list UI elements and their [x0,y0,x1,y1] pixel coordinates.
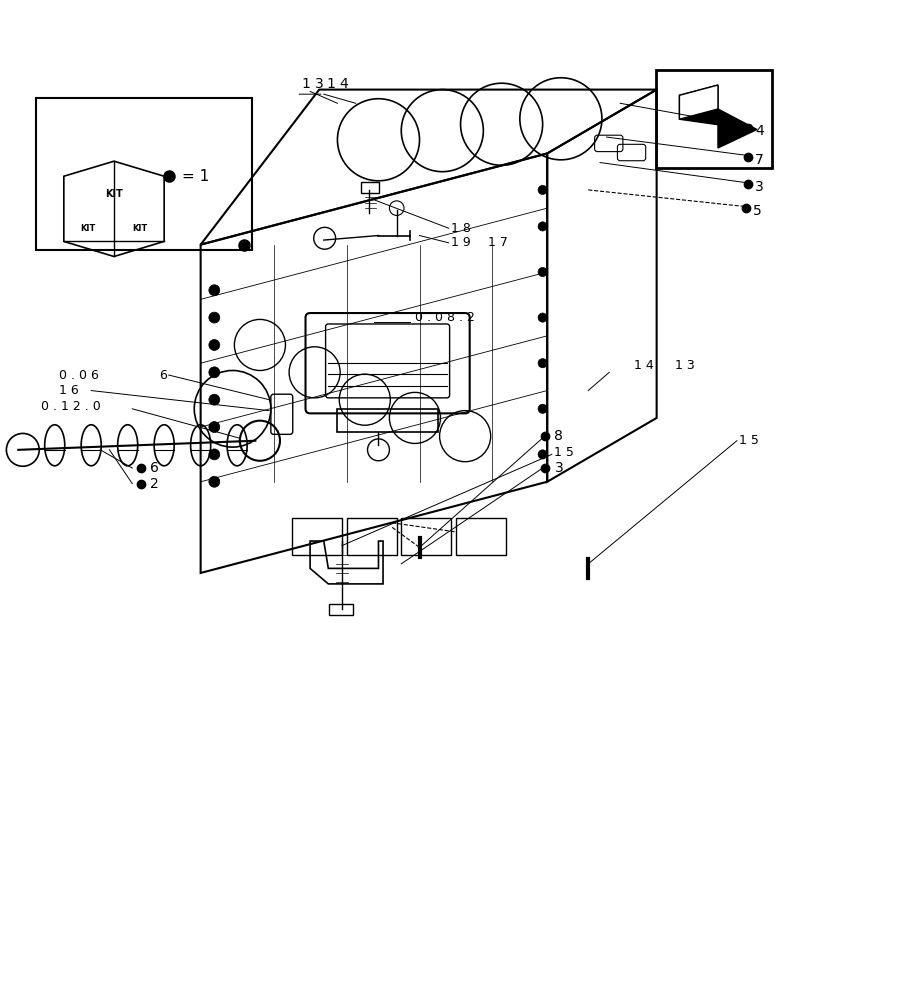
Text: = 1: = 1 [182,169,210,184]
Circle shape [537,222,547,231]
Text: 6: 6 [150,461,159,475]
Text: KIT: KIT [105,189,123,199]
Circle shape [537,185,547,194]
Text: 1 4: 1 4 [633,359,653,372]
Circle shape [209,449,220,460]
Text: 1 6: 1 6 [59,384,79,397]
Circle shape [209,285,220,296]
Text: 0 . 0 8 . 2: 0 . 0 8 . 2 [415,311,475,324]
Text: 3: 3 [554,461,563,475]
Text: KIT: KIT [132,224,148,233]
Text: 6: 6 [159,369,168,382]
Circle shape [537,267,547,277]
Text: 1: 1 [301,77,310,91]
Text: 8: 8 [554,429,563,443]
Text: 1 7: 1 7 [487,236,507,249]
Text: 4: 4 [754,124,763,138]
Text: 3: 3 [314,77,323,91]
Circle shape [209,312,220,323]
Text: 1: 1 [326,77,335,91]
Text: 0 . 0 6: 0 . 0 6 [59,369,99,382]
Circle shape [209,367,220,378]
Text: 3: 3 [754,180,763,194]
Text: 0 . 1 2 . 0: 0 . 1 2 . 0 [41,400,101,413]
Text: 1 9: 1 9 [451,236,471,249]
Polygon shape [679,85,756,148]
Text: 1 5: 1 5 [554,446,574,459]
Circle shape [209,422,220,433]
Circle shape [537,404,547,413]
Text: 1 8: 1 8 [451,222,471,235]
Text: 1 3: 1 3 [674,359,694,372]
Circle shape [537,450,547,459]
Polygon shape [679,85,717,119]
Circle shape [209,394,220,405]
Text: 2: 2 [150,477,159,491]
Circle shape [209,476,220,487]
Text: 1 5: 1 5 [738,434,758,447]
Circle shape [537,359,547,368]
Text: 7: 7 [754,153,763,167]
Text: 5: 5 [752,204,762,218]
Circle shape [209,339,220,350]
Circle shape [537,313,547,322]
Text: 4: 4 [339,77,348,91]
Text: KIT: KIT [80,224,96,233]
